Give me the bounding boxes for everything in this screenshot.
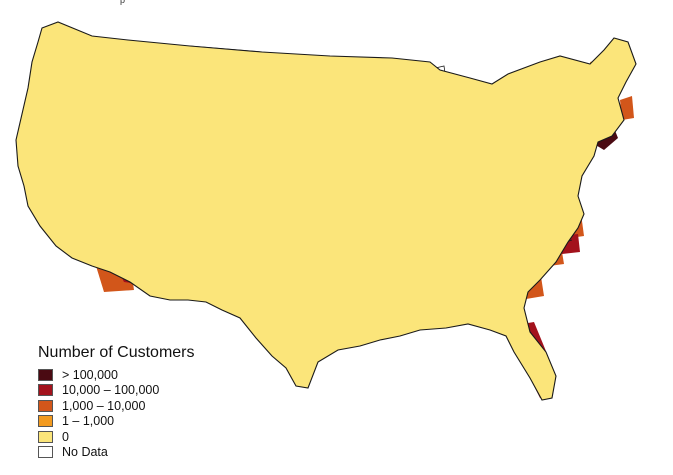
legend-item-1-1000: 1 – 1,000 <box>38 414 258 430</box>
legend-label: 0 <box>62 429 69 444</box>
legend-swatch <box>38 368 53 381</box>
legend-swatch <box>38 415 53 428</box>
legend-label: 1,000 – 10,000 <box>62 398 146 413</box>
legend-label: 10,000 – 100,000 <box>62 383 160 398</box>
legend-item-0: 0 <box>38 429 258 445</box>
legend: Number of Customers > 100,000 10,000 – 1… <box>38 344 258 460</box>
legend-swatch <box>38 399 53 412</box>
page-header-fragment: p <box>120 0 126 5</box>
legend-swatch <box>38 384 53 397</box>
legend-title: Number of Customers <box>38 344 195 361</box>
legend-swatch <box>38 430 53 443</box>
region-1000-10000 <box>620 96 634 120</box>
legend-label: > 100,000 <box>62 367 118 382</box>
legend-item-gt-100000: > 100,000 <box>38 367 258 383</box>
legend-item-1000-10000: 1,000 – 10,000 <box>38 398 258 414</box>
legend-label: 1 – 1,000 <box>62 414 115 429</box>
legend-item-no-data: No Data <box>38 445 258 461</box>
legend-label: No Data <box>62 445 108 460</box>
legend-item-10000-100000: 10,000 – 100,000 <box>38 383 258 399</box>
legend-swatch <box>38 446 53 459</box>
